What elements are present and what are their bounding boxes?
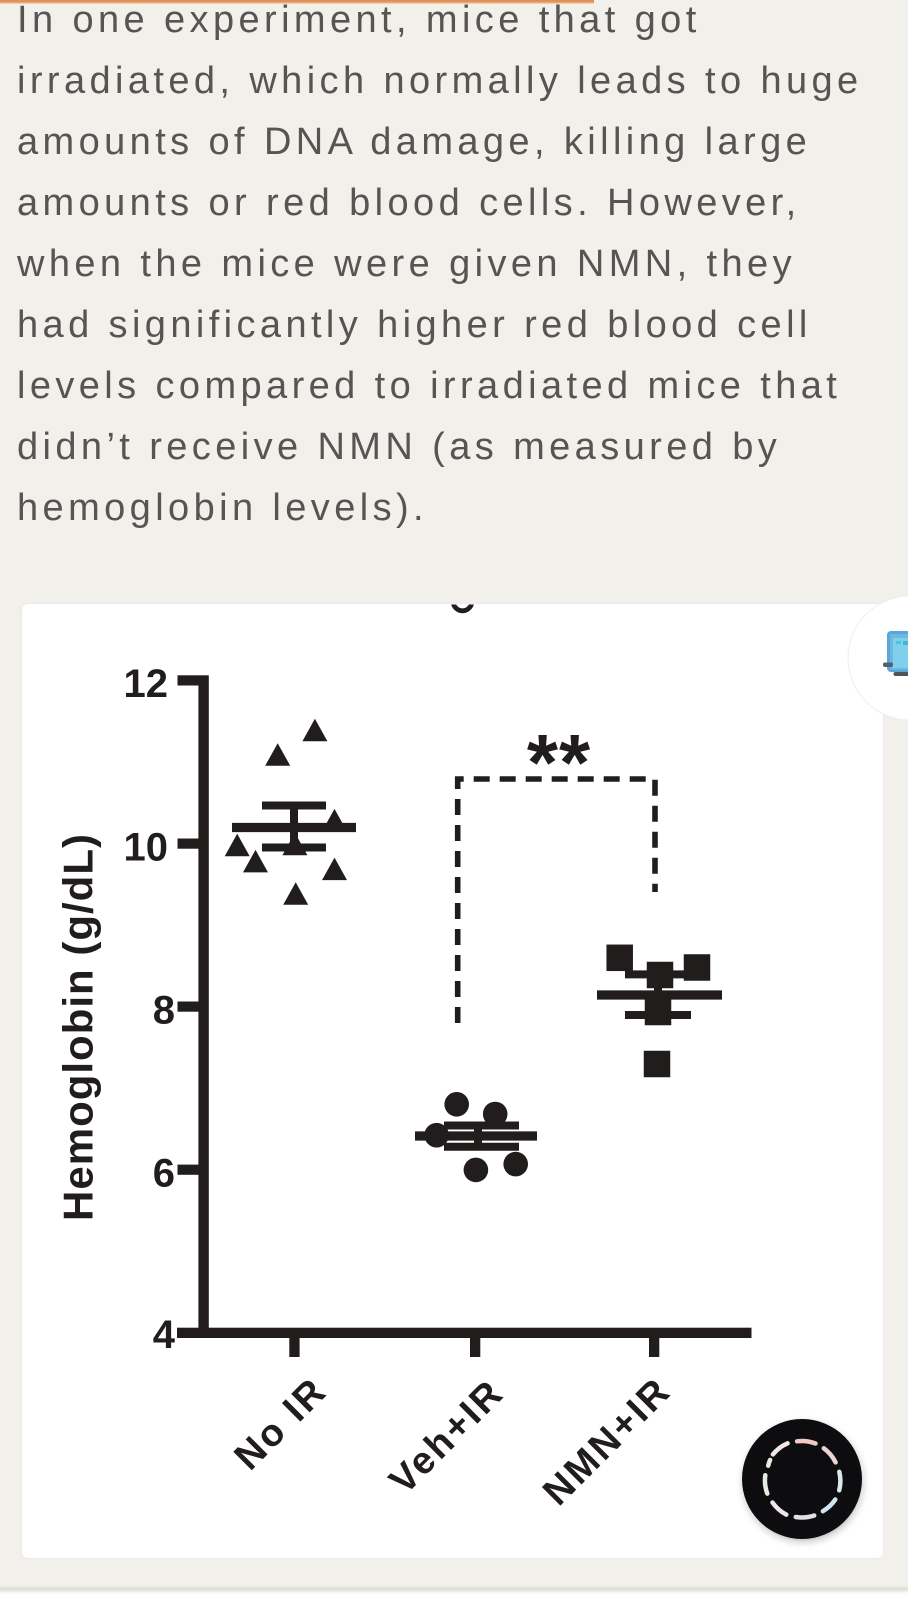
- svg-text:NMN+IR: NMN+IR: [535, 1370, 679, 1514]
- svg-text:Hemoglobin (g/dL): Hemoglobin (g/dL): [55, 833, 102, 1221]
- svg-text:4: 4: [153, 1313, 176, 1357]
- svg-text:No IR: No IR: [227, 1370, 336, 1479]
- svg-text:6: 6: [153, 1152, 175, 1196]
- svg-text:10: 10: [124, 825, 169, 869]
- svg-text:8: 8: [153, 989, 175, 1033]
- svg-text:**: **: [527, 718, 591, 807]
- svg-text:Veh+IR: Veh+IR: [382, 1372, 513, 1503]
- svg-text:12: 12: [124, 662, 169, 706]
